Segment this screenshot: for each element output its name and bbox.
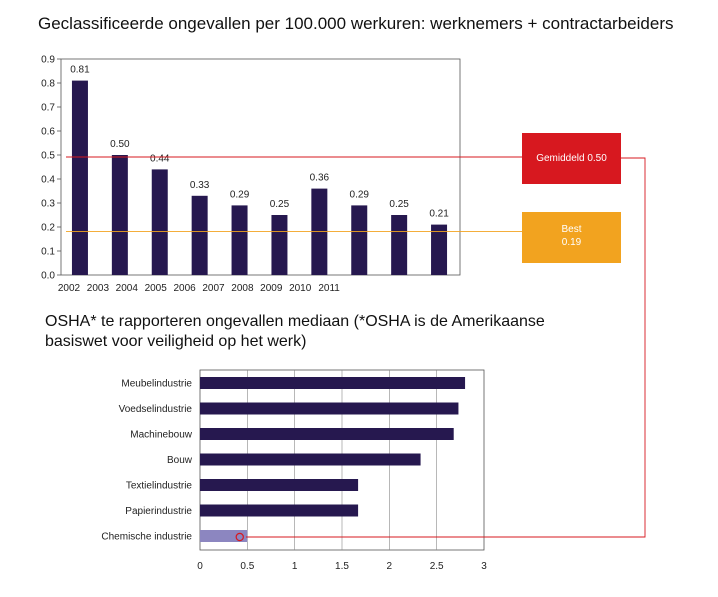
bar-chart-title: Geclassificeerde ongevallen per 100.000 … xyxy=(38,14,674,33)
plot-frame xyxy=(60,58,461,276)
average-callout: Gemiddeld 0.50 xyxy=(522,133,621,184)
category-label: Voedselindustrie xyxy=(119,404,193,415)
y-tick-label: 0.0 xyxy=(41,271,55,282)
y-tick-label: 0.6 xyxy=(41,127,55,138)
bar-value-label: 0.21 xyxy=(429,209,449,220)
bar-value-label: 0.33 xyxy=(190,180,210,191)
bar-value-label: 0.36 xyxy=(310,173,330,184)
best-callout-label: Best xyxy=(561,224,582,235)
x-tick-label: 2010 xyxy=(289,283,312,294)
bar-2007 xyxy=(271,215,288,275)
bar-2004 xyxy=(151,169,168,275)
x-tick-label: 2.5 xyxy=(430,561,444,572)
x-tick-label: 2007 xyxy=(202,283,225,294)
bar-Voedselindustrie xyxy=(200,402,459,415)
horizontal-bar-chart: 0 0.5 1 1.5 2 2.5 3 Meubelindustrie Voedselindus… xyxy=(101,369,487,572)
y-tick-label: 0.2 xyxy=(41,223,55,234)
bar-2003 xyxy=(111,155,128,275)
hbar-chart-title: OSHA* te rapporteren ongevallen mediaan … xyxy=(45,313,545,350)
category-label: Bouw xyxy=(167,455,193,466)
bar-2010 xyxy=(391,215,408,275)
average-connector xyxy=(246,157,646,538)
best-callout-value: 0.19 xyxy=(561,237,582,248)
bar-value-label: 0.29 xyxy=(230,189,250,200)
bar-2011 xyxy=(431,224,448,275)
bar-Meubelindustrie xyxy=(200,377,466,389)
bar-Machinebouw xyxy=(200,428,454,440)
bar-value-label: 0.25 xyxy=(389,199,409,210)
bar-Chemische industrie xyxy=(200,530,248,542)
y-tick-label: 0.5 xyxy=(41,151,55,162)
x-tick-label: 0.5 xyxy=(240,561,254,572)
bar-2002 xyxy=(71,80,88,275)
x-tick-label: 2008 xyxy=(231,283,254,294)
x-tick-label: 2005 xyxy=(145,283,168,294)
bar-2006 xyxy=(231,205,248,275)
bar-value-label: 0.29 xyxy=(350,189,370,200)
category-label: Meubelindustrie xyxy=(121,379,192,390)
x-tick-label: 2011 xyxy=(318,283,340,294)
bar-2005 xyxy=(191,195,208,275)
bar-value-label: 0.81 xyxy=(70,65,90,76)
x-tick-label: 0 xyxy=(197,561,203,572)
bar-2009 xyxy=(351,205,368,275)
category-label: Textielindustrie xyxy=(126,481,193,492)
category-label: Papierindustrie xyxy=(125,506,192,517)
x-tick-label: 1.5 xyxy=(335,561,349,572)
bar-value-label: 0.44 xyxy=(150,153,170,164)
category-label: Chemische industrie xyxy=(101,532,192,543)
y-tick-label: 0.3 xyxy=(41,199,55,210)
x-tick-label: 3 xyxy=(481,561,487,572)
vertical-bar-chart: 0.0 0.1 0.2 0.3 0.4 0.5 0.6 0.7 0.8 0.9 0.81 0.50 0.… xyxy=(41,55,461,294)
bar-value-label: 0.25 xyxy=(270,199,290,210)
bar-value-label: 0.50 xyxy=(110,139,130,150)
y-tick-label: 0.4 xyxy=(41,175,55,186)
bar-Bouw xyxy=(200,453,421,466)
x-tick-label: 2006 xyxy=(173,283,196,294)
x-tick-label: 2009 xyxy=(260,283,283,294)
x-tick-label: 2004 xyxy=(116,283,139,294)
connector-lines xyxy=(66,156,646,538)
chemische-marker xyxy=(235,532,244,542)
y-tick-label: 0.1 xyxy=(41,247,55,258)
bar-Textielindustrie xyxy=(200,479,359,491)
category-label: Machinebouw xyxy=(130,430,192,441)
best-callout: Best 0.19 xyxy=(522,212,621,263)
y-tick-label: 0.7 xyxy=(41,103,55,114)
x-tick-label: 2003 xyxy=(87,283,110,294)
y-tick-label: 0.9 xyxy=(41,55,55,66)
x-tick-label: 2 xyxy=(387,561,393,572)
x-tick-label: 2002 xyxy=(58,283,81,294)
y-tick-label: 0.8 xyxy=(41,79,55,90)
bar-Papierindustrie xyxy=(200,504,359,517)
x-tick-label: 1 xyxy=(292,561,298,572)
